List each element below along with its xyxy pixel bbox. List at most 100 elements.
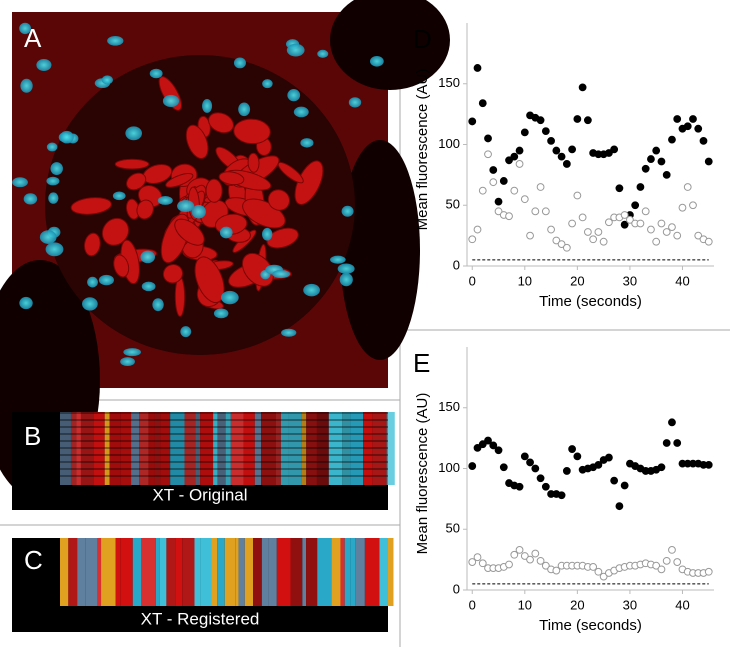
panel-label: B xyxy=(24,421,41,451)
panel-label: A xyxy=(24,23,42,53)
stripe xyxy=(200,412,214,485)
stripe xyxy=(290,538,303,606)
data-point xyxy=(704,157,713,166)
data-point xyxy=(531,464,540,473)
y-axis-label: Mean fluorescence (AU) xyxy=(414,393,431,555)
data-point xyxy=(568,219,577,228)
x-tick-label: 20 xyxy=(570,273,584,288)
data-point xyxy=(668,223,676,232)
stripe xyxy=(131,412,140,485)
stripe xyxy=(155,538,160,606)
data-point xyxy=(468,235,477,244)
nucleus xyxy=(233,57,246,69)
data-point xyxy=(468,462,477,470)
x-tick-label: 40 xyxy=(675,273,689,288)
kymograph-original xyxy=(12,412,395,510)
x-tick-label: 30 xyxy=(623,273,637,288)
capillary xyxy=(114,158,150,170)
nucleus xyxy=(238,102,251,117)
data-point xyxy=(489,166,498,174)
stripe xyxy=(301,412,307,485)
capillary xyxy=(136,199,154,220)
data-point xyxy=(668,546,676,554)
stripe xyxy=(379,538,388,606)
nucleus xyxy=(20,78,33,93)
capillary xyxy=(218,171,245,186)
nucleus xyxy=(19,22,32,35)
stripe xyxy=(225,412,231,485)
capillary xyxy=(83,232,101,257)
stripe xyxy=(139,412,149,485)
nucleus xyxy=(36,59,52,71)
data-point xyxy=(531,549,540,558)
data-point xyxy=(657,463,666,472)
data-point xyxy=(473,443,482,452)
data-point xyxy=(652,146,661,155)
capillary xyxy=(267,189,291,211)
stripe xyxy=(217,412,226,485)
capillary xyxy=(266,227,299,249)
nucleus xyxy=(50,162,63,175)
y-tick-label: 100 xyxy=(438,460,460,475)
jitter xyxy=(60,447,388,449)
data-point xyxy=(573,115,582,123)
data-point xyxy=(541,482,550,491)
nucleus xyxy=(45,242,64,257)
data-point xyxy=(662,228,671,236)
nucleus xyxy=(82,297,98,311)
data-point xyxy=(662,170,671,179)
data-point xyxy=(505,156,513,165)
nucleus xyxy=(287,89,301,102)
stripe xyxy=(331,538,341,606)
data-point xyxy=(636,219,645,228)
nucleus xyxy=(272,270,291,279)
stripe xyxy=(154,412,161,485)
x-tick-label: 10 xyxy=(518,273,532,288)
capillary xyxy=(162,264,184,284)
nucleus xyxy=(141,281,156,292)
caption-bar xyxy=(12,485,388,510)
data-point xyxy=(662,439,671,447)
data-point xyxy=(557,491,566,500)
stripe xyxy=(104,412,110,485)
data-point xyxy=(594,567,603,576)
stripe xyxy=(77,538,86,606)
data-point xyxy=(473,553,482,562)
stripe xyxy=(166,538,176,606)
stripe xyxy=(363,412,373,485)
data-point xyxy=(520,195,529,204)
y-tick-label: 0 xyxy=(453,257,460,272)
nucleus xyxy=(162,94,180,108)
image-caption: XT - Original xyxy=(152,485,247,504)
data-point xyxy=(478,559,487,568)
stripe xyxy=(306,412,317,485)
nucleus xyxy=(123,348,141,357)
data-point xyxy=(689,201,697,210)
y-tick-label: 100 xyxy=(438,136,460,151)
stripe xyxy=(120,412,132,485)
data-point xyxy=(541,207,550,216)
data-point xyxy=(494,207,503,216)
data-point xyxy=(673,439,682,447)
nucleus xyxy=(339,272,353,287)
stripe xyxy=(244,538,254,606)
data-point xyxy=(526,231,534,240)
nucleus xyxy=(177,199,195,212)
data-point xyxy=(478,440,487,449)
nucleus xyxy=(369,55,384,67)
nucleus xyxy=(107,35,124,46)
stripe xyxy=(60,412,71,485)
stripe xyxy=(261,412,276,485)
data-point xyxy=(505,212,513,221)
stripe xyxy=(280,412,289,485)
data-point xyxy=(499,463,508,472)
capillary xyxy=(70,197,112,215)
stripe xyxy=(195,412,201,485)
capillary xyxy=(194,256,225,304)
data-point xyxy=(484,134,492,143)
stripe xyxy=(85,538,98,606)
data-point xyxy=(473,64,482,72)
data-point xyxy=(615,184,624,193)
data-point xyxy=(489,441,498,450)
